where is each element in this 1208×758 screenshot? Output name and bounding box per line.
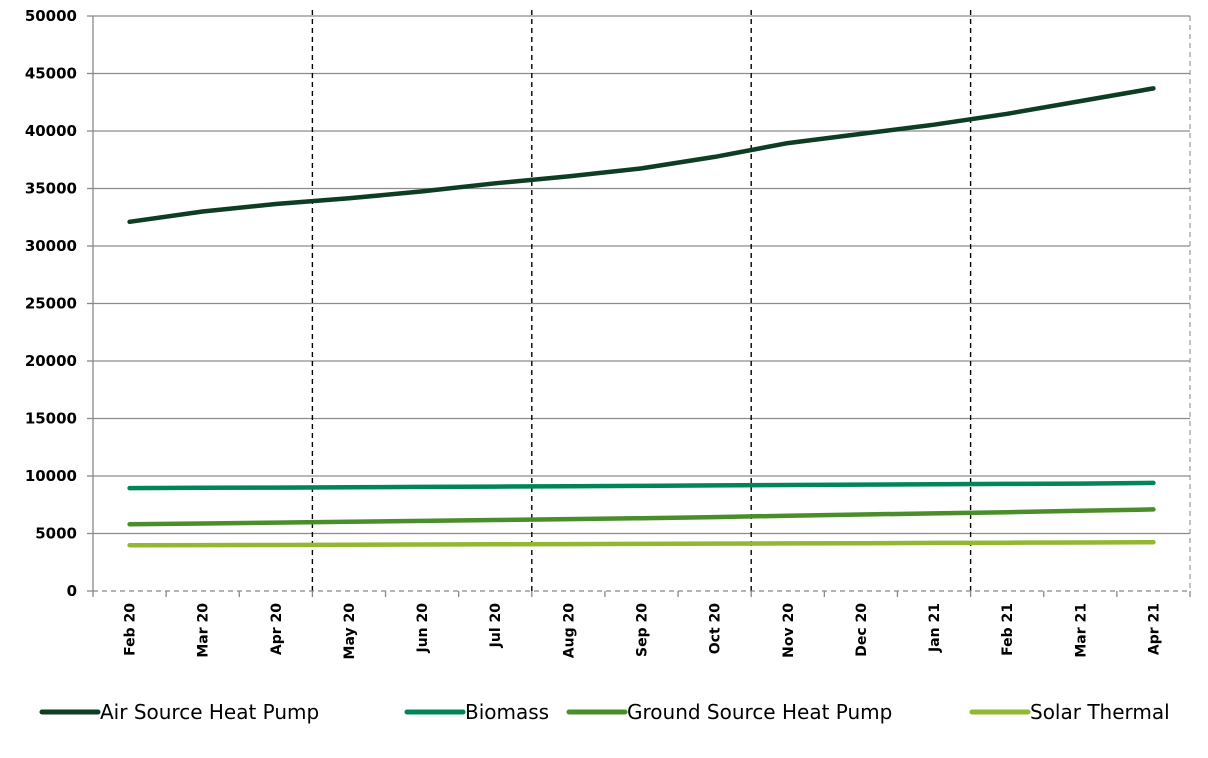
quarter-dividers	[312, 10, 970, 591]
x-tick-label: Apr 20	[269, 603, 285, 655]
gridlines	[93, 16, 1190, 534]
y-tick-label: 40000	[25, 122, 77, 140]
x-tick-label: Mar 21	[1073, 603, 1089, 658]
y-tick-label: 10000	[25, 467, 77, 485]
y-tick-label: 45000	[25, 65, 77, 83]
legend-label-solar-thermal: Solar Thermal	[1030, 700, 1170, 724]
series-line-solar-thermal	[130, 542, 1154, 545]
x-tick-label: Jan 21	[927, 603, 943, 653]
legend-label-ground-source-heat-pump: Ground Source Heat Pump	[627, 700, 892, 724]
x-tick-label: Jun 20	[415, 603, 431, 654]
x-tick-label: Feb 20	[123, 603, 139, 656]
x-tick-label: Feb 21	[1000, 603, 1016, 656]
y-tick-label: 20000	[25, 352, 77, 370]
series-line-ground-source-heat-pump	[130, 509, 1154, 524]
legend-label-air-source-heat-pump: Air Source Heat Pump	[100, 700, 319, 724]
x-tick-label: Aug 20	[561, 603, 577, 658]
x-tick-label: Oct 20	[708, 603, 724, 655]
x-tick-label: Sep 20	[635, 603, 651, 657]
y-axis-tick-labels: 0 5000 10000 15000 20000 25000 30000 35000 40000…	[25, 7, 77, 600]
x-tick-label: Jul 20	[488, 603, 504, 649]
y-tick-label: 35000	[25, 180, 77, 198]
y-tick-label: 0	[67, 582, 77, 600]
y-tick-label: 50000	[25, 7, 77, 25]
x-tick-label: Mar 20	[196, 603, 212, 658]
x-tick-label: Apr 21	[1146, 603, 1162, 655]
x-tick-label: May 20	[342, 603, 358, 660]
y-tick-label: 30000	[25, 237, 77, 255]
y-tick-label: 5000	[35, 525, 77, 543]
series-lines	[129, 88, 1153, 545]
series-line-air-source-heat-pump	[130, 88, 1154, 221]
legend-label-biomass: Biomass	[465, 700, 549, 724]
series-line-biomass	[130, 483, 1154, 488]
y-tick-label: 15000	[25, 410, 77, 428]
y-tick-label: 25000	[25, 295, 77, 313]
x-axis-tick-labels: Feb 20 Mar 20 Apr 20 May 20 Jun 20 Jul 20 Aug …	[123, 603, 1163, 660]
x-tick-label: Dec 20	[854, 603, 870, 657]
x-tick-label: Nov 20	[781, 603, 797, 658]
legend: Air Source Heat Pump Biomass Ground Source…	[42, 700, 1170, 724]
